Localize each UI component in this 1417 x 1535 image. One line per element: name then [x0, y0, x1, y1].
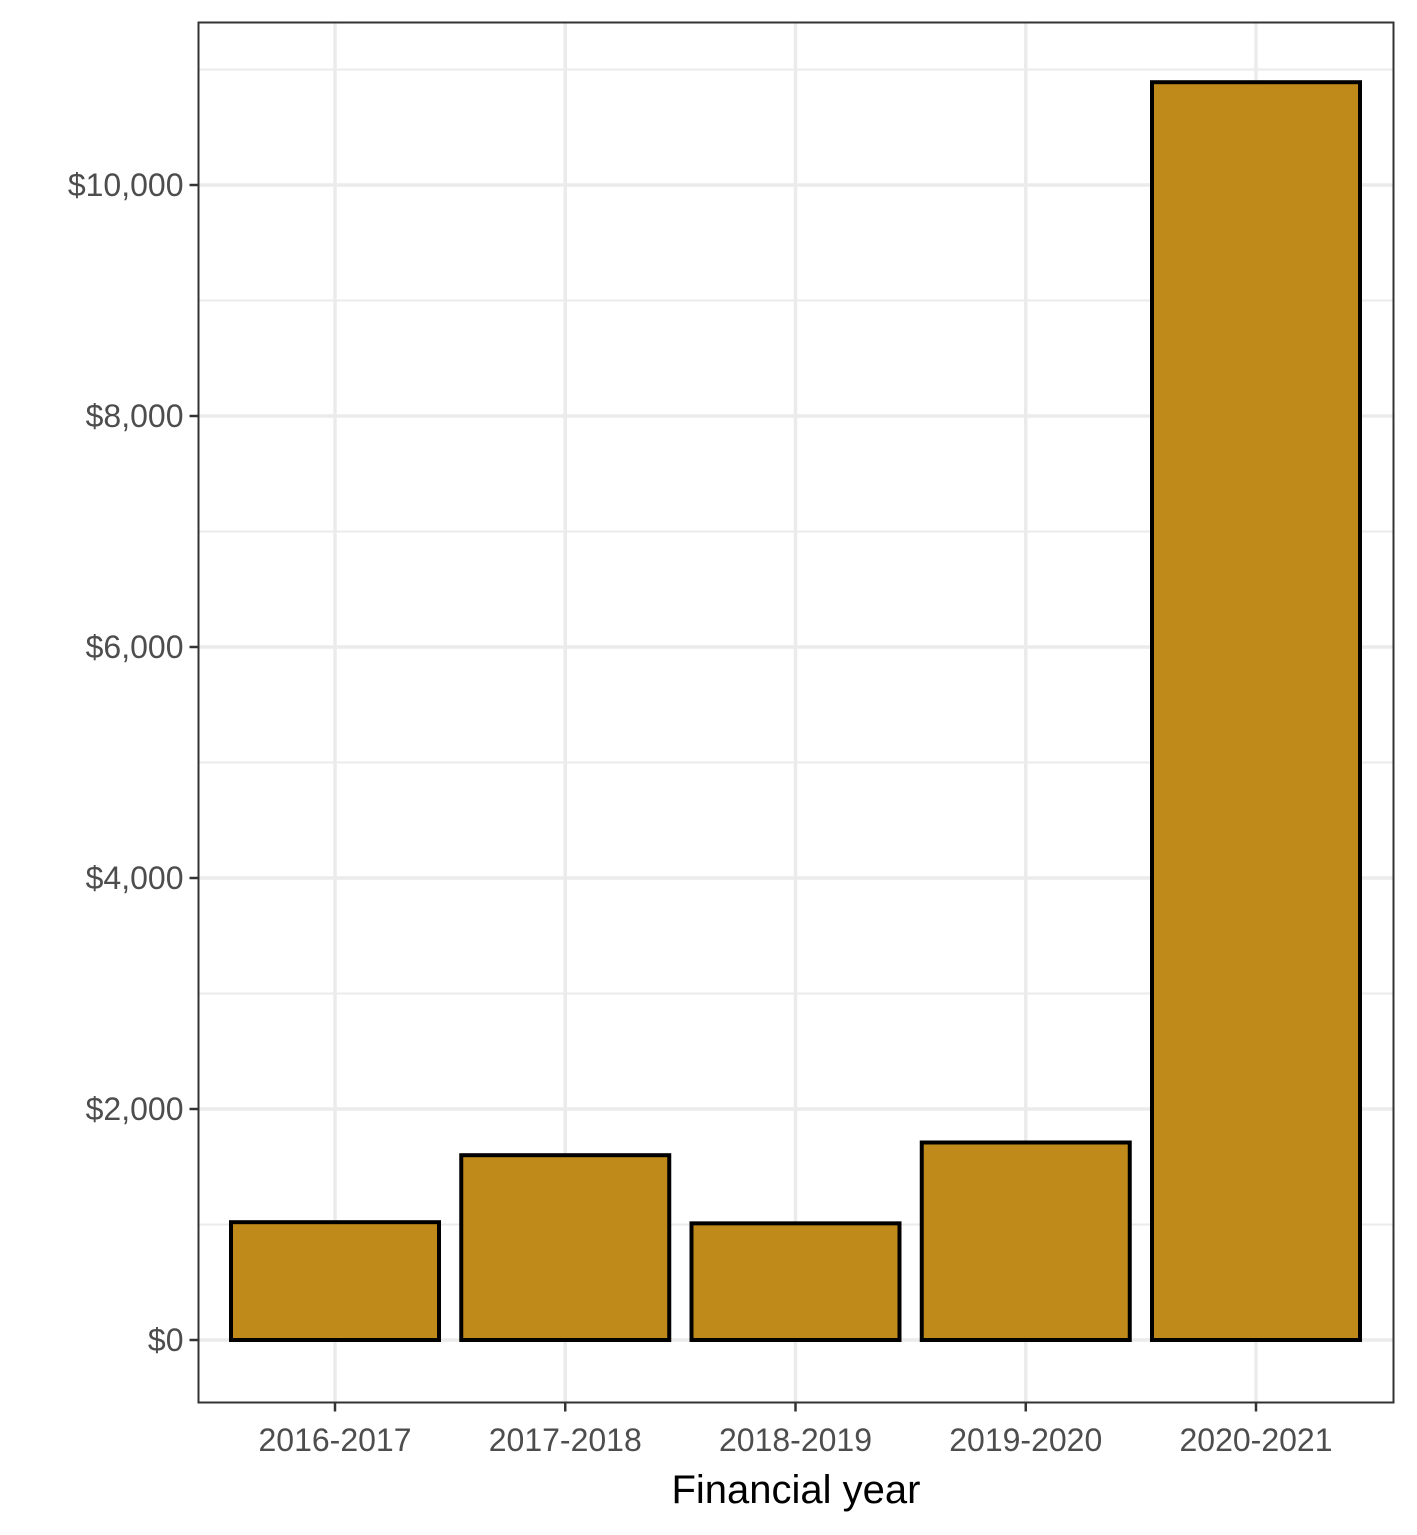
y-tick-label: $10,000	[68, 167, 184, 203]
bar-2019-2020	[919, 1140, 1132, 1342]
y-tick-label: $0	[148, 1322, 184, 1358]
x-tick-label: 2018-2019	[719, 1422, 872, 1458]
y-tick-label: $8,000	[86, 398, 184, 434]
y-tick-label: $4,000	[86, 860, 184, 896]
y-tick-label: $2,000	[86, 1091, 184, 1127]
bar-2016-2017	[229, 1220, 441, 1342]
x-tick-label: 2016-2017	[258, 1422, 411, 1458]
bar-2017-2018	[459, 1153, 672, 1342]
y-tick-label: $6,000	[86, 629, 184, 665]
bars	[229, 80, 1362, 1343]
x-tick-label: 2019-2020	[949, 1422, 1102, 1458]
bar-2020-2021	[1150, 80, 1362, 1343]
x-tick-label: 2020-2021	[1179, 1422, 1332, 1458]
x-axis-title: Financial year	[671, 1468, 920, 1512]
bar-2018-2019	[689, 1221, 902, 1342]
x-tick-label: 2017-2018	[489, 1422, 642, 1458]
x-axis: 2016-2017 2017-2018 2018-2019 2019-2020 2020…	[258, 1402, 1333, 1458]
y-axis: $0 $2,000 $4,000 $6,000 $8,000 $10,000	[68, 167, 199, 1358]
